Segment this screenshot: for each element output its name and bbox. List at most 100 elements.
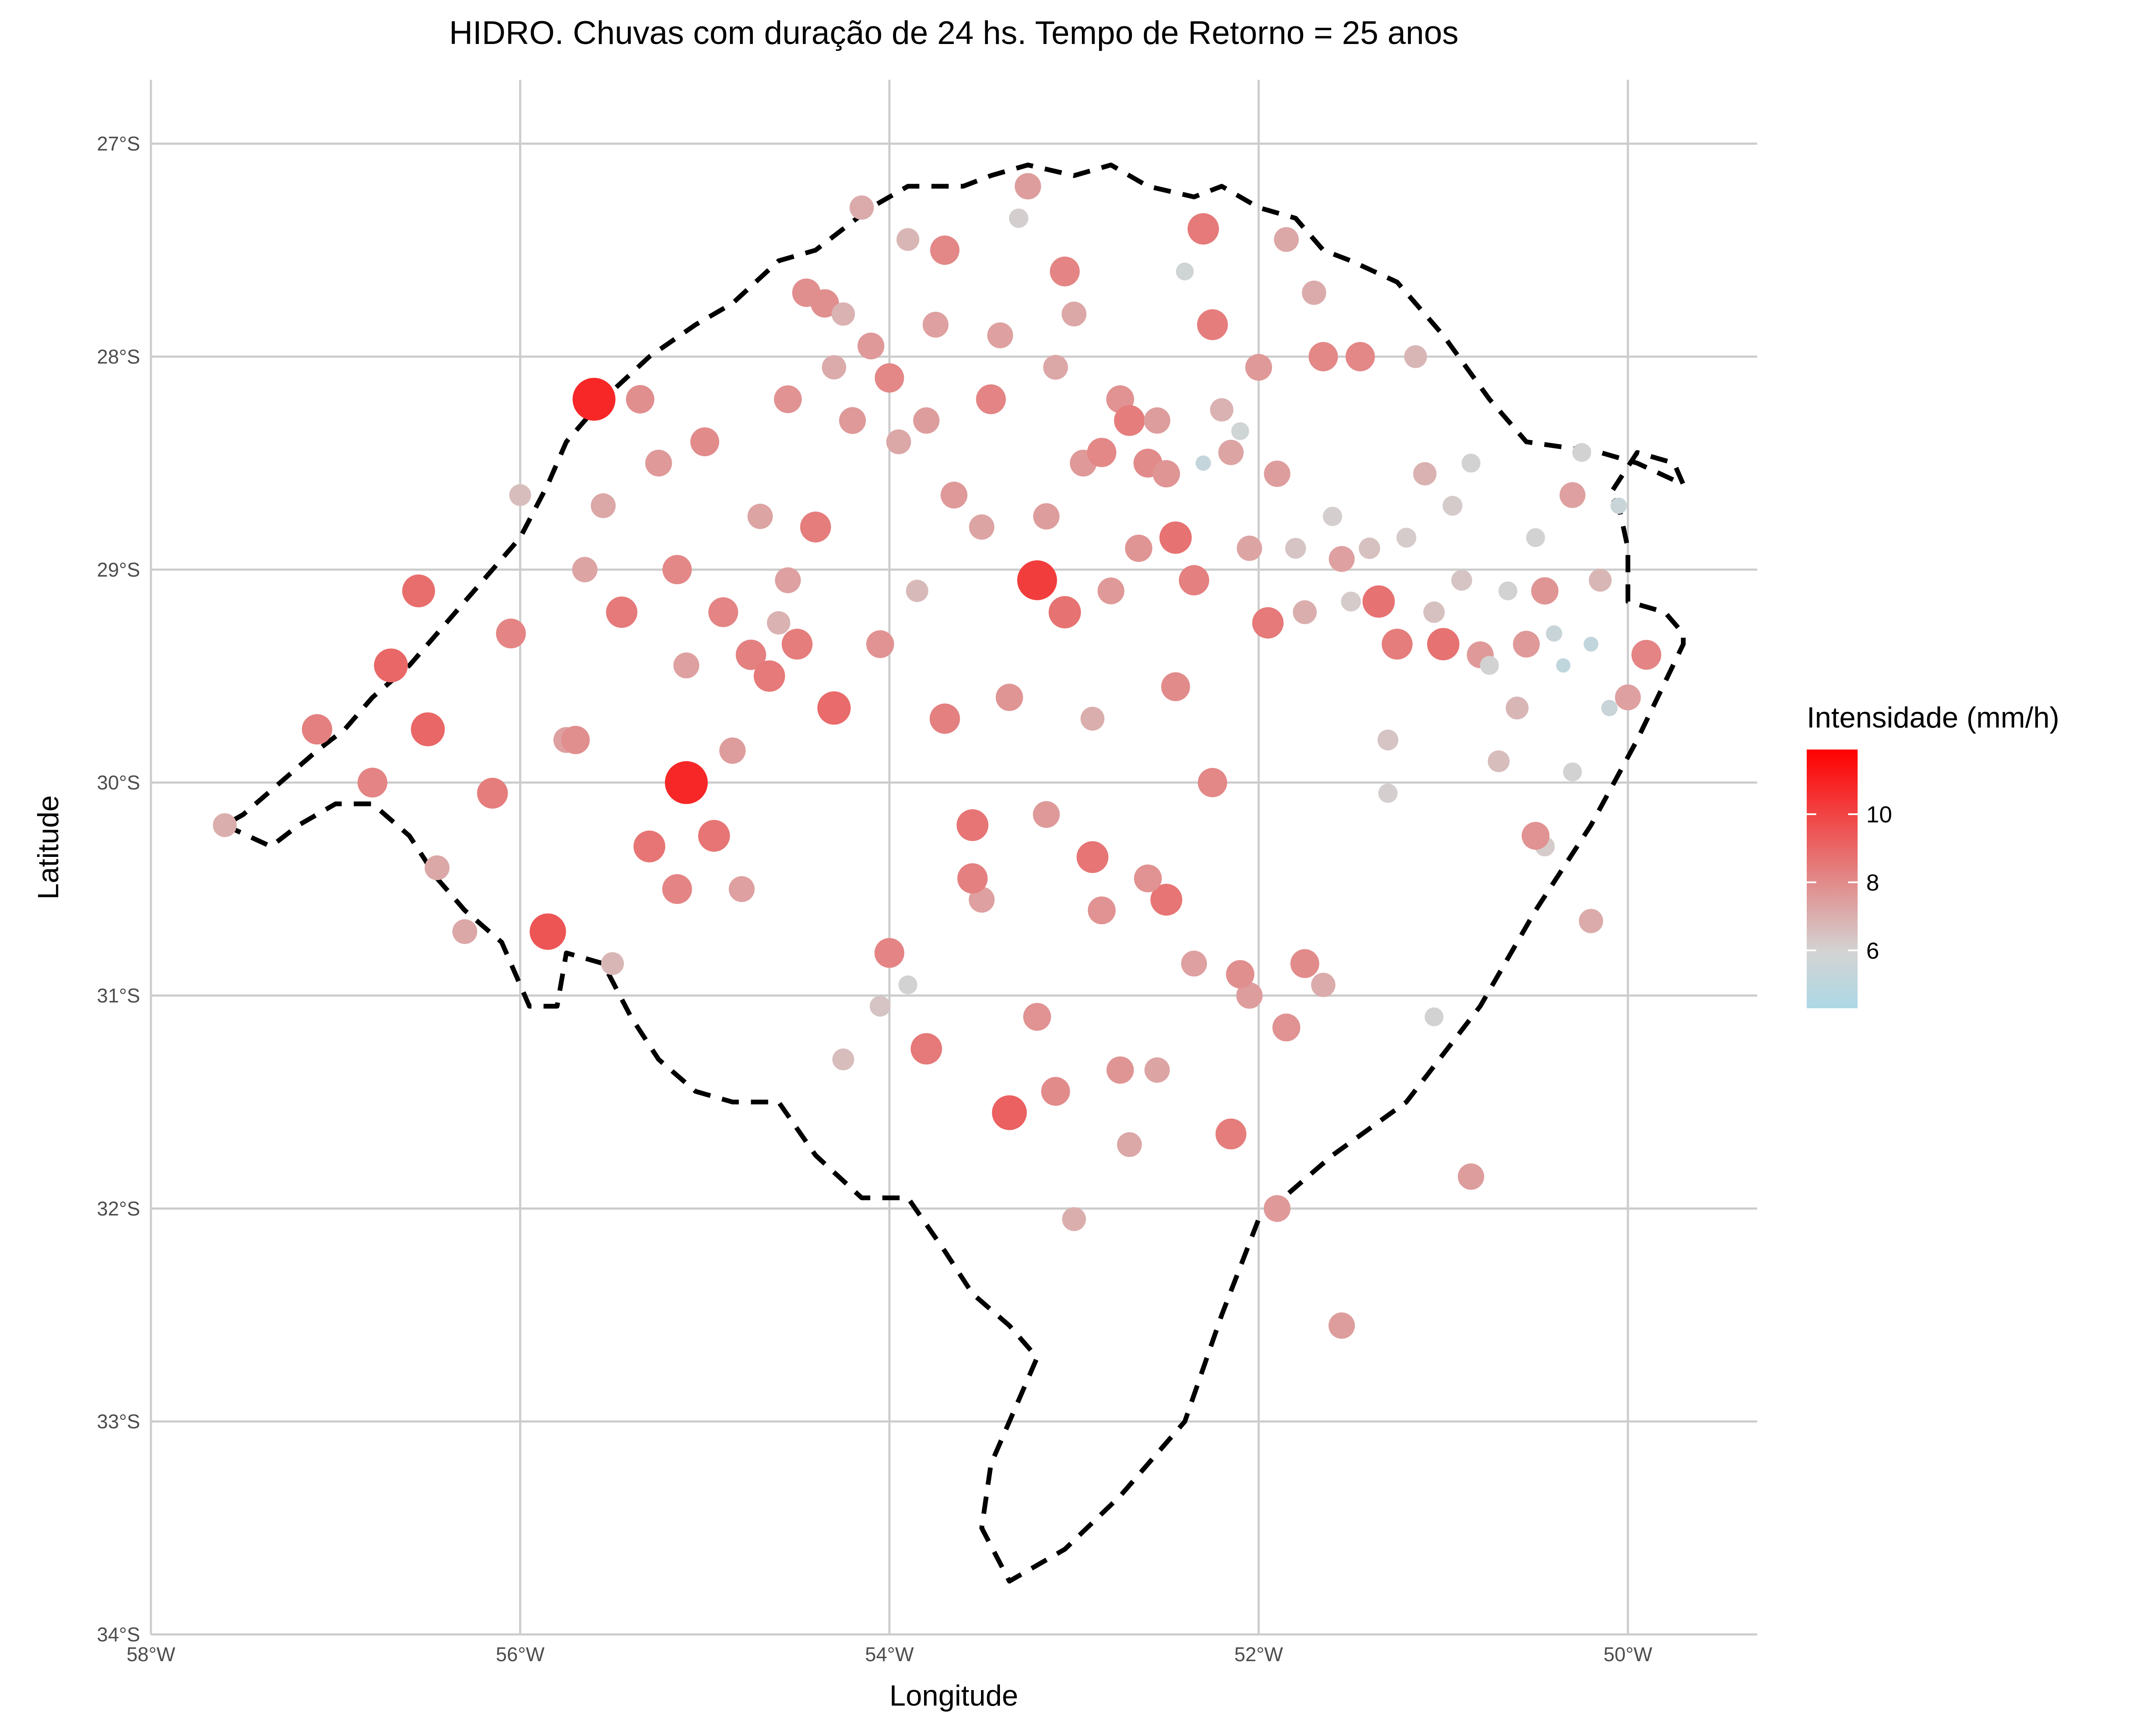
- station-point: [1245, 354, 1272, 381]
- station-point: [1531, 577, 1559, 605]
- station-point: [1041, 1077, 1070, 1106]
- station-point: [1125, 534, 1153, 562]
- station-point: [1264, 461, 1291, 487]
- station-point: [1423, 601, 1445, 623]
- station-point: [690, 427, 719, 456]
- station-point: [1308, 342, 1338, 371]
- station-point: [708, 597, 738, 627]
- station-point: [940, 481, 968, 509]
- station-point: [1144, 1057, 1170, 1083]
- station-point: [1362, 585, 1395, 618]
- station-point: [1272, 1013, 1300, 1041]
- station-point: [922, 311, 949, 338]
- station-point: [1610, 497, 1627, 514]
- station-point: [302, 714, 332, 745]
- station-point: [1457, 1163, 1484, 1190]
- station-point: [775, 567, 801, 593]
- station-point: [1427, 628, 1460, 661]
- state-border-line: [223, 163, 1686, 1584]
- x-tick-label: 56°W: [496, 1643, 545, 1665]
- station-point: [1236, 982, 1263, 1009]
- station-point: [1023, 1003, 1051, 1031]
- station-point: [1050, 256, 1080, 287]
- y-tick-label: 30°S: [97, 772, 140, 794]
- station-point: [1150, 884, 1182, 916]
- station-point: [929, 703, 960, 734]
- station-point: [1290, 949, 1319, 978]
- station-point: [992, 1095, 1027, 1130]
- station-point: [1559, 482, 1586, 508]
- station-point: [374, 648, 408, 683]
- station-point: [662, 874, 692, 904]
- station-point: [1144, 407, 1171, 434]
- station-point: [402, 574, 435, 608]
- station-point: [1114, 405, 1145, 436]
- station-point: [1285, 538, 1306, 559]
- station-point: [452, 919, 477, 944]
- station-point: [1498, 581, 1517, 601]
- station-point: [747, 504, 773, 529]
- station-point: [1087, 438, 1116, 467]
- y-tick-label: 31°S: [97, 984, 140, 1007]
- station-point: [1161, 672, 1190, 701]
- legend-ticks: 6 8 10: [1807, 802, 1892, 964]
- station-point: [1505, 696, 1529, 720]
- station-point: [1017, 560, 1057, 600]
- y-tick-label: 34°S: [97, 1623, 140, 1646]
- station-point: [1377, 729, 1398, 751]
- station-point: [1396, 527, 1416, 548]
- station-point: [1237, 536, 1263, 561]
- y-tick-label: 27°S: [97, 132, 140, 155]
- station-point: [1197, 768, 1227, 797]
- station-point: [898, 975, 918, 994]
- station-point: [1546, 625, 1562, 642]
- station-point: [561, 726, 590, 754]
- station-point: [477, 778, 508, 809]
- station-point: [817, 691, 851, 725]
- station-point: [411, 712, 445, 746]
- y-tick-label: 29°S: [97, 558, 140, 581]
- station-point: [753, 660, 785, 692]
- station-point: [1341, 591, 1361, 612]
- station-point: [1631, 640, 1661, 670]
- station-point: [357, 768, 388, 798]
- x-tick-label: 54°W: [865, 1643, 914, 1665]
- station-point: [572, 378, 616, 421]
- station-point: [1404, 345, 1427, 368]
- station-point: [719, 737, 746, 764]
- station-point: [874, 363, 904, 393]
- station-point: [1009, 208, 1028, 228]
- x-axis-tick-labels: 58°W 56°W 54°W 52°W 50°W: [127, 1643, 1653, 1665]
- station-point: [1488, 750, 1510, 772]
- station-point: [976, 384, 1006, 414]
- station-point: [1188, 213, 1219, 245]
- station-point: [601, 952, 624, 975]
- station-point: [831, 302, 855, 326]
- legend-title: Intensidade (mm/h): [1807, 701, 2059, 734]
- station-point: [1048, 596, 1081, 629]
- station-point: [1043, 354, 1068, 380]
- station-point: [1601, 699, 1618, 716]
- y-axis-tick-labels: 27°S 28°S 29°S 30°S 31°S 32°S 33°S 34°S: [97, 132, 140, 1646]
- x-tick-label: 52°W: [1234, 1643, 1283, 1665]
- station-point: [957, 863, 988, 894]
- station-point: [1378, 783, 1398, 803]
- station-point: [1195, 455, 1211, 471]
- station-point: [424, 855, 450, 880]
- station-point: [606, 596, 638, 628]
- station-point: [1153, 460, 1180, 488]
- station-point: [1159, 521, 1192, 554]
- station-point: [1263, 1195, 1291, 1222]
- station-point: [849, 195, 874, 220]
- color-legend: Intensidade (mm/h) 6 8 10: [1807, 701, 2059, 1008]
- x-tick-label: 50°W: [1604, 1643, 1653, 1665]
- station-point: [1413, 462, 1437, 486]
- station-point: [1215, 1118, 1247, 1150]
- station-point: [910, 1033, 942, 1065]
- station-point: [870, 996, 891, 1017]
- station-point: [969, 514, 995, 540]
- station-point: [665, 761, 708, 804]
- station-point: [1226, 960, 1255, 989]
- station-point: [1181, 950, 1207, 977]
